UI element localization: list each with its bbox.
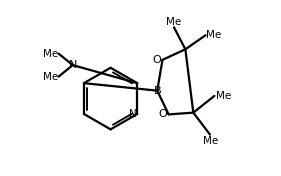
Text: Me: Me: [42, 72, 58, 81]
Text: Me: Me: [42, 49, 58, 59]
Text: Me: Me: [203, 136, 219, 146]
Text: B: B: [153, 86, 161, 96]
Text: N: N: [129, 109, 136, 119]
Text: N: N: [69, 60, 77, 70]
Text: O: O: [158, 109, 167, 119]
Text: Me: Me: [166, 17, 182, 27]
Text: Me: Me: [206, 30, 221, 40]
Text: Me: Me: [216, 91, 232, 101]
Text: O: O: [152, 55, 161, 65]
